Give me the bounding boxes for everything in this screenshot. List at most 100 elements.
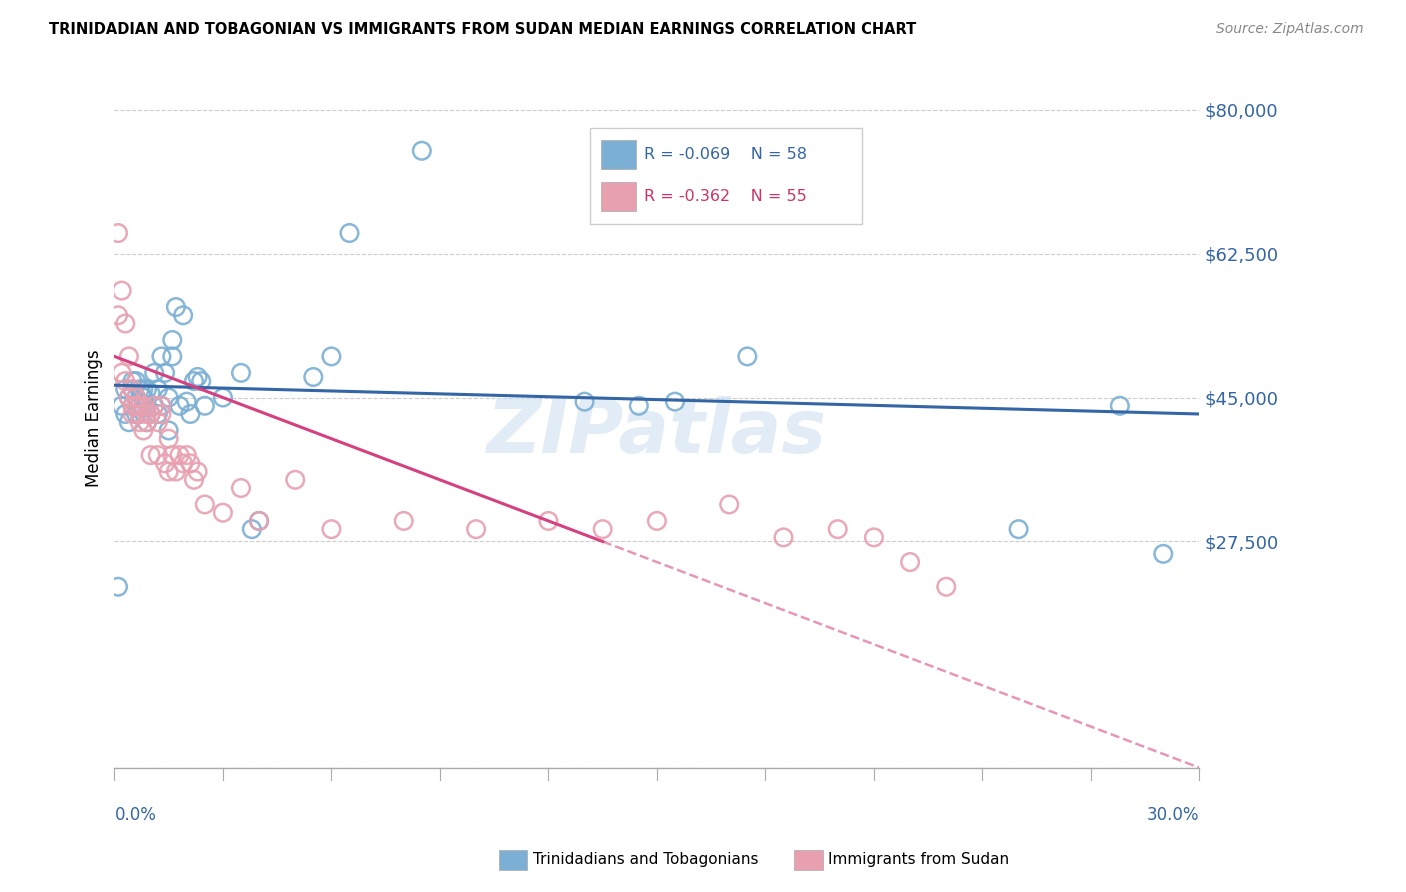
Point	[240, 522, 263, 536]
Point	[128, 407, 150, 421]
Point	[121, 399, 143, 413]
Text: R = -0.069    N = 58: R = -0.069 N = 58	[644, 147, 807, 162]
Point	[737, 350, 759, 364]
Point	[898, 555, 921, 569]
Point	[146, 382, 169, 396]
Point	[153, 456, 176, 470]
Text: Trinidadians and Tobagonians: Trinidadians and Tobagonians	[533, 853, 758, 867]
Point	[150, 407, 173, 421]
Point	[157, 432, 180, 446]
Point	[121, 399, 143, 413]
Point	[187, 465, 209, 479]
Text: ZIPatlas: ZIPatlas	[486, 395, 827, 468]
Point	[125, 391, 148, 405]
Point	[118, 391, 141, 405]
Point	[132, 399, 155, 413]
Point	[1108, 399, 1130, 413]
Point	[645, 514, 668, 528]
Point	[863, 530, 886, 544]
Point	[107, 226, 129, 240]
Point	[176, 448, 198, 462]
Point	[592, 522, 614, 536]
Point	[132, 399, 155, 413]
Point	[139, 448, 162, 462]
Point	[162, 333, 184, 347]
Point	[132, 424, 155, 438]
Point	[183, 473, 205, 487]
Point	[321, 350, 343, 364]
Text: TRINIDADIAN AND TOBAGONIAN VS IMMIGRANTS FROM SUDAN MEDIAN EARNINGS CORRELATION : TRINIDADIAN AND TOBAGONIAN VS IMMIGRANTS…	[49, 22, 917, 37]
Point	[827, 522, 849, 536]
Point	[146, 407, 169, 421]
Text: 30.0%: 30.0%	[1147, 806, 1199, 824]
Point	[172, 308, 194, 322]
Point	[139, 386, 162, 401]
Point	[136, 399, 159, 413]
Point	[128, 399, 150, 413]
Point	[664, 394, 686, 409]
Point	[121, 382, 143, 396]
Point	[118, 415, 141, 429]
Point	[157, 424, 180, 438]
Point	[229, 481, 252, 495]
Point	[302, 370, 325, 384]
Point	[194, 498, 217, 512]
Text: Source: ZipAtlas.com: Source: ZipAtlas.com	[1216, 22, 1364, 37]
Point	[169, 399, 191, 413]
Point	[247, 514, 270, 528]
Point	[125, 391, 148, 405]
Point	[114, 374, 136, 388]
Point	[339, 226, 361, 240]
Point	[111, 366, 134, 380]
Point	[172, 456, 194, 470]
Point	[392, 514, 415, 528]
Point	[136, 407, 159, 421]
Point	[321, 522, 343, 536]
Point	[229, 366, 252, 380]
Point	[139, 407, 162, 421]
Point	[718, 498, 741, 512]
Point	[157, 465, 180, 479]
Point	[132, 382, 155, 396]
Point	[125, 407, 148, 421]
Point	[179, 407, 201, 421]
Point	[146, 415, 169, 429]
Point	[114, 317, 136, 331]
Point	[125, 374, 148, 388]
Point	[121, 382, 143, 396]
Point	[411, 144, 433, 158]
Point	[111, 284, 134, 298]
Point	[139, 407, 162, 421]
Point	[157, 391, 180, 405]
Point	[187, 370, 209, 384]
Point	[146, 448, 169, 462]
Point	[150, 399, 173, 413]
Point	[153, 366, 176, 380]
Point	[136, 415, 159, 429]
Point	[118, 391, 141, 405]
Point	[128, 415, 150, 429]
Point	[136, 415, 159, 429]
Point	[128, 399, 150, 413]
Y-axis label: Median Earnings: Median Earnings	[86, 350, 103, 487]
Point	[162, 350, 184, 364]
Point	[111, 399, 134, 413]
Point	[574, 394, 596, 409]
Point	[107, 580, 129, 594]
Point	[114, 382, 136, 396]
Point	[165, 465, 187, 479]
Point	[125, 399, 148, 413]
Point	[194, 399, 217, 413]
Point	[128, 382, 150, 396]
Point	[183, 374, 205, 388]
Point	[143, 399, 166, 413]
Point	[114, 407, 136, 421]
Point	[465, 522, 488, 536]
Text: R = -0.362    N = 55: R = -0.362 N = 55	[644, 189, 807, 204]
Point	[143, 366, 166, 380]
Point	[772, 530, 794, 544]
Point	[1152, 547, 1174, 561]
Point	[118, 350, 141, 364]
Point	[136, 382, 159, 396]
Point	[212, 391, 235, 405]
